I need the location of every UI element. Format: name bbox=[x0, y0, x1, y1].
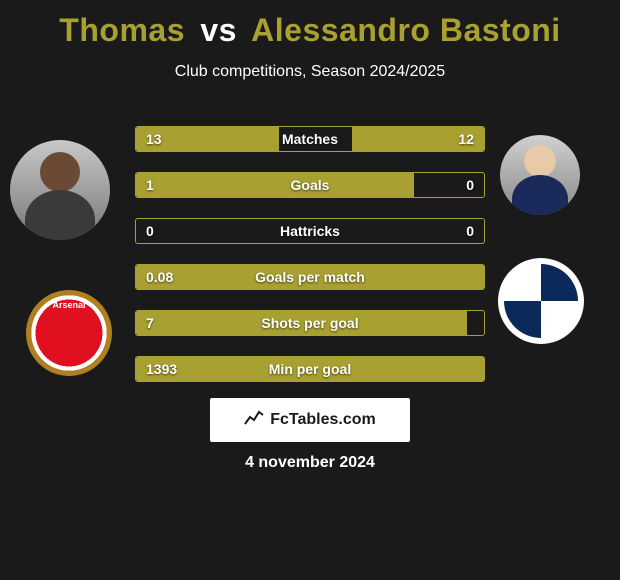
site-badge: FcTables.com bbox=[210, 398, 410, 442]
stat-label: Shots per goal bbox=[136, 311, 484, 335]
site-name: FcTables.com bbox=[270, 411, 376, 429]
club1-logo bbox=[26, 290, 112, 376]
stat-value-right bbox=[464, 265, 484, 289]
club2-logo bbox=[498, 258, 584, 344]
stat-value-right: 12 bbox=[448, 127, 484, 151]
stat-label: Hattricks bbox=[136, 219, 484, 243]
stat-label: Goals bbox=[136, 173, 484, 197]
comparison-bars: Matches1312Goals10Hattricks00Goals per m… bbox=[135, 126, 485, 402]
stat-value-right: 0 bbox=[456, 173, 484, 197]
stat-value-right: 0 bbox=[456, 219, 484, 243]
player2-avatar bbox=[500, 135, 580, 215]
stat-label: Matches bbox=[136, 127, 484, 151]
stat-value-right bbox=[464, 311, 484, 335]
stat-row: Goals1 0 bbox=[135, 172, 485, 198]
date-label: 4 november 2024 bbox=[0, 454, 620, 472]
stat-row: Hattricks0 0 bbox=[135, 218, 485, 244]
player2-name: Alessandro Bastoni bbox=[251, 12, 561, 48]
player1-avatar bbox=[10, 140, 110, 240]
stat-value-left: 0.08 bbox=[136, 265, 183, 289]
page-title: Thomas vs Alessandro Bastoni bbox=[0, 0, 620, 49]
stat-label: Goals per match bbox=[136, 265, 484, 289]
player1-name: Thomas bbox=[59, 12, 185, 48]
stat-value-left: 1393 bbox=[136, 357, 187, 381]
chart-icon bbox=[244, 410, 264, 431]
stat-row: Goals per match0.08 bbox=[135, 264, 485, 290]
stat-value-left: 7 bbox=[136, 311, 164, 335]
stat-row: Shots per goal7 bbox=[135, 310, 485, 336]
stat-row: Matches13 12 bbox=[135, 126, 485, 152]
stat-value-left: 0 bbox=[136, 219, 164, 243]
vs-label: vs bbox=[200, 12, 237, 48]
stat-value-left: 1 bbox=[136, 173, 164, 197]
stat-value-right bbox=[464, 357, 484, 381]
stat-row: Min per goal1393 bbox=[135, 356, 485, 382]
subtitle: Club competitions, Season 2024/2025 bbox=[0, 63, 620, 81]
stat-label: Min per goal bbox=[136, 357, 484, 381]
stat-value-left: 13 bbox=[136, 127, 172, 151]
